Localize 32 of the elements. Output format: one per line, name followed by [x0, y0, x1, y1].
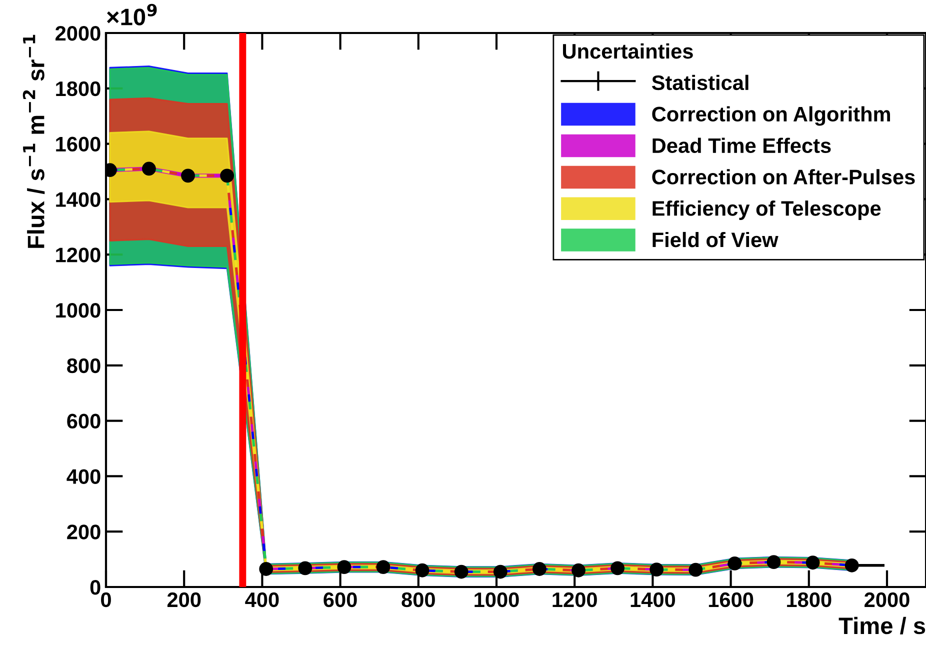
y-tick-label: 1600 — [56, 136, 100, 152]
text: ×10$^{9}$ — [106, 4, 157, 26]
y-tick-label: 200 — [67, 524, 100, 540]
x-tick-label: 2000 — [864, 592, 910, 608]
y-tick-label: 400 — [66, 469, 100, 484]
x-tick-label: 1800 — [787, 592, 832, 608]
legend-title: Uncertainties — [563, 43, 693, 59]
x-tick-label: 200 — [167, 592, 201, 608]
x-tick-label: 600 — [324, 592, 357, 608]
legend-label: Correction on Algorithm — [652, 106, 890, 126]
y-tick-label: 2000 — [56, 26, 100, 41]
y-tick-label: 1000 — [56, 303, 100, 318]
x-axis-title: Time / s — [838, 616, 926, 634]
legend-label: Correction on After-Pulses — [652, 169, 915, 184]
x-tick-label: 1000 — [474, 592, 519, 608]
y-axis-title: Flux / s$^{−1}$ m$^{−2}$ sr$^{−1}$ — [22, 34, 45, 248]
x-tick-label: 1400 — [630, 592, 676, 608]
x-tick-label: 1200 — [552, 592, 597, 608]
legend-label: Field of View — [652, 232, 778, 248]
legend-label: Statistical — [652, 74, 748, 90]
y-tick-label: 1400 — [56, 192, 100, 207]
x-tick-label: 800 — [402, 592, 435, 608]
x-tick-label: 0 — [101, 592, 111, 608]
legend-label: Efficiency of Telescope — [652, 200, 881, 220]
y-tick-label: 800 — [67, 358, 100, 374]
y-tick-label: 1800 — [56, 81, 100, 96]
x-tick-label: 400 — [245, 592, 279, 608]
y-tick-label: 600 — [67, 414, 100, 429]
x-tick-label: 1600 — [708, 592, 754, 608]
y-tick-label: 0 — [90, 580, 100, 595]
legend-label: Dead Time Effects — [652, 138, 831, 154]
y-tick-label: 1200 — [56, 248, 100, 262]
